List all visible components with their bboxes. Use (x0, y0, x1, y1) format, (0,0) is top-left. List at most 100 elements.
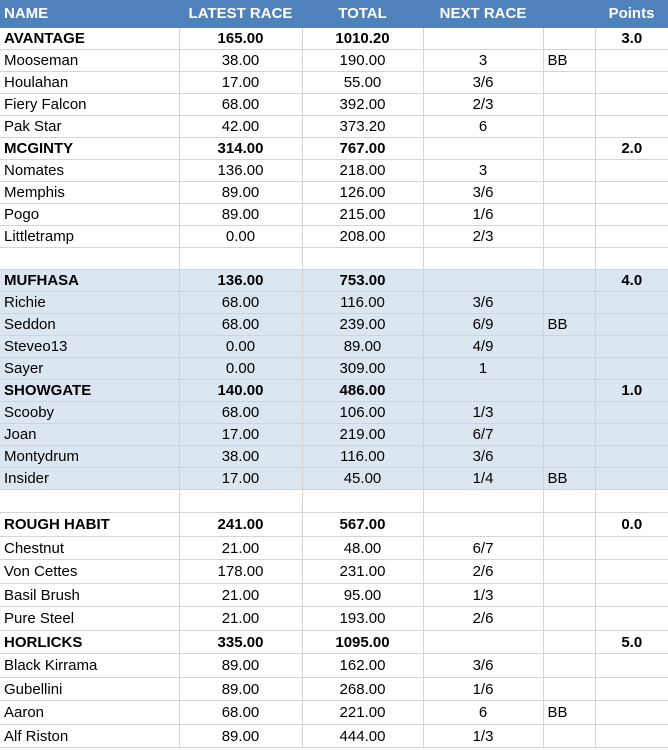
cell-latest-race[interactable]: 89.00 (179, 653, 303, 678)
cell-name[interactable]: Von Cettes (0, 559, 180, 584)
cell-total[interactable]: 215.00 (302, 203, 424, 226)
cell-latest-race[interactable]: 241.00 (179, 512, 303, 537)
cell-name[interactable] (0, 489, 180, 513)
cell-total[interactable]: 106.00 (302, 401, 424, 424)
cell-next-race[interactable]: 1/3 (423, 401, 544, 424)
cell-bb[interactable] (543, 71, 596, 94)
cell-name[interactable]: SHOWGATE (0, 379, 180, 402)
cell-total[interactable]: 116.00 (302, 445, 424, 468)
header-latest-race[interactable]: LATEST RACE (179, 0, 303, 28)
cell-points[interactable] (595, 559, 668, 584)
cell-bb[interactable] (543, 630, 596, 654)
cell-name[interactable]: Pogo (0, 203, 180, 226)
cell-name[interactable]: Joan (0, 423, 180, 446)
cell-next-race[interactable]: 3/6 (423, 71, 544, 94)
cell-bb[interactable] (543, 653, 596, 678)
cell-name[interactable]: Black Kirrama (0, 653, 180, 678)
cell-latest-race[interactable]: 89.00 (179, 677, 303, 701)
cell-latest-race[interactable]: 136.00 (179, 159, 303, 182)
cell-name[interactable]: Basil Brush (0, 583, 180, 607)
cell-total[interactable]: 55.00 (302, 71, 424, 94)
cell-name[interactable]: Richie (0, 291, 180, 314)
cell-total[interactable]: 486.00 (302, 379, 424, 402)
cell-latest-race[interactable]: 89.00 (179, 724, 303, 748)
cell-name[interactable]: Littletramp (0, 225, 180, 248)
cell-next-race[interactable] (423, 489, 544, 513)
cell-next-race[interactable]: 3/6 (423, 653, 544, 678)
cell-total[interactable]: 45.00 (302, 467, 424, 490)
cell-points[interactable] (595, 724, 668, 748)
cell-name[interactable]: Mooseman (0, 49, 180, 72)
cell-total[interactable] (302, 247, 424, 270)
cell-bb[interactable] (543, 401, 596, 424)
cell-latest-race[interactable]: 17.00 (179, 423, 303, 446)
cell-next-race[interactable]: 4/9 (423, 335, 544, 358)
cell-name[interactable]: Pak Star (0, 115, 180, 138)
cell-next-race[interactable]: 1/4 (423, 467, 544, 490)
cell-latest-race[interactable]: 136.00 (179, 269, 303, 292)
cell-total[interactable]: 1095.00 (302, 630, 424, 654)
cell-bb[interactable] (543, 247, 596, 270)
cell-latest-race[interactable]: 335.00 (179, 630, 303, 654)
header-name[interactable]: NAME (0, 0, 180, 28)
cell-name[interactable]: Steveo13 (0, 335, 180, 358)
cell-bb[interactable] (543, 489, 596, 513)
cell-points[interactable] (595, 401, 668, 424)
cell-points[interactable]: 0.0 (595, 512, 668, 537)
cell-latest-race[interactable]: 38.00 (179, 49, 303, 72)
cell-name[interactable]: Memphis (0, 181, 180, 204)
cell-bb[interactable] (543, 93, 596, 116)
cell-points[interactable] (595, 583, 668, 607)
cell-points[interactable] (595, 291, 668, 314)
cell-bb[interactable] (543, 225, 596, 248)
cell-next-race[interactable] (423, 247, 544, 270)
cell-name[interactable]: Aaron (0, 700, 180, 725)
cell-points[interactable] (595, 49, 668, 72)
cell-points[interactable] (595, 606, 668, 631)
cell-name[interactable]: Alf Riston (0, 724, 180, 748)
cell-name[interactable]: Scooby (0, 401, 180, 424)
cell-name[interactable]: ROUGH HABIT (0, 512, 180, 537)
cell-total[interactable]: 190.00 (302, 49, 424, 72)
cell-name[interactable]: Seddon (0, 313, 180, 336)
cell-points[interactable] (595, 115, 668, 138)
cell-points[interactable] (595, 423, 668, 446)
cell-total[interactable]: 193.00 (302, 606, 424, 631)
cell-points[interactable] (595, 225, 668, 248)
cell-bb[interactable] (543, 137, 596, 160)
cell-next-race[interactable]: 6/9 (423, 313, 544, 336)
cell-bb[interactable] (543, 291, 596, 314)
cell-latest-race[interactable]: 0.00 (179, 335, 303, 358)
cell-next-race[interactable]: 6/7 (423, 536, 544, 560)
cell-total[interactable]: 444.00 (302, 724, 424, 748)
cell-next-race[interactable]: 3 (423, 49, 544, 72)
cell-total[interactable]: 767.00 (302, 137, 424, 160)
cell-points[interactable] (595, 93, 668, 116)
cell-next-race[interactable]: 3/6 (423, 181, 544, 204)
cell-points[interactable] (595, 445, 668, 468)
cell-bb[interactable] (543, 379, 596, 402)
cell-points[interactable]: 4.0 (595, 269, 668, 292)
cell-latest-race[interactable]: 140.00 (179, 379, 303, 402)
cell-next-race[interactable]: 1 (423, 357, 544, 380)
cell-points[interactable] (595, 467, 668, 490)
cell-total[interactable]: 48.00 (302, 536, 424, 560)
cell-total[interactable]: 116.00 (302, 291, 424, 314)
cell-total[interactable]: 1010.20 (302, 27, 424, 50)
cell-points[interactable]: 2.0 (595, 137, 668, 160)
cell-bb[interactable] (543, 181, 596, 204)
cell-latest-race[interactable]: 0.00 (179, 225, 303, 248)
cell-bb[interactable] (543, 27, 596, 50)
cell-total[interactable]: 221.00 (302, 700, 424, 725)
cell-points[interactable] (595, 247, 668, 270)
cell-name[interactable]: HORLICKS (0, 630, 180, 654)
header-next-race[interactable]: NEXT RACE (423, 0, 544, 28)
cell-latest-race[interactable]: 21.00 (179, 536, 303, 560)
cell-next-race[interactable]: 1/6 (423, 677, 544, 701)
cell-latest-race[interactable]: 68.00 (179, 291, 303, 314)
cell-next-race[interactable]: 2/6 (423, 606, 544, 631)
cell-bb[interactable] (543, 159, 596, 182)
cell-bb[interactable] (543, 335, 596, 358)
cell-total[interactable]: 95.00 (302, 583, 424, 607)
cell-points[interactable]: 3.0 (595, 27, 668, 50)
